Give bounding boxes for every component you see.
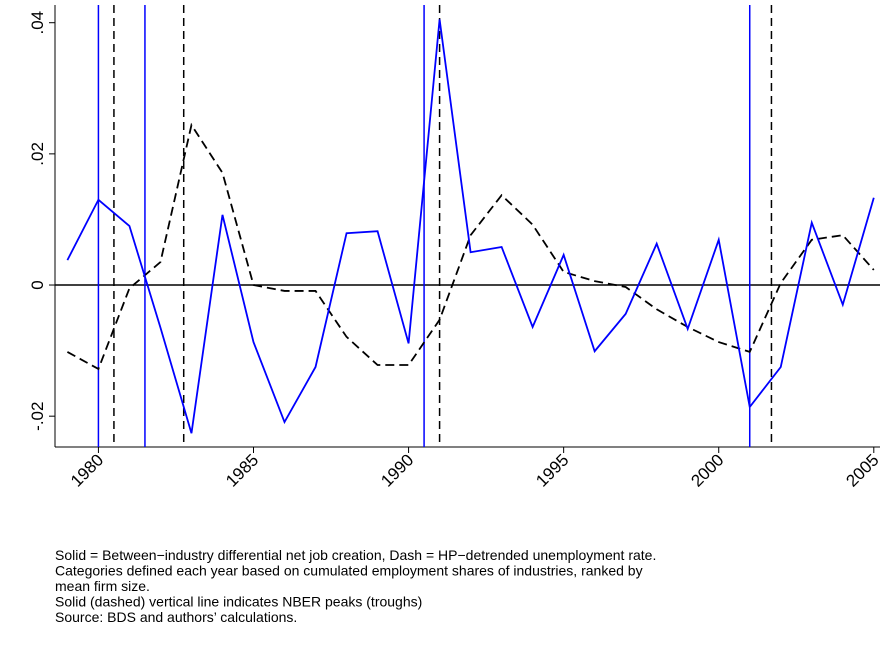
x-tick-label: 1985 <box>222 450 262 490</box>
note: Solid (dashed) vertical line indicates N… <box>55 594 422 610</box>
x-tick-label: 2000 <box>687 450 727 490</box>
series-line <box>66 19 875 434</box>
x-tick-label: 1995 <box>532 450 572 490</box>
y-tick-label: -.02 <box>28 402 47 431</box>
y-tick-label: .02 <box>28 142 47 166</box>
x-tick-label: 2005 <box>842 450 881 490</box>
y-tick-label: .04 <box>28 11 47 35</box>
x-tick-label: 1980 <box>67 450 107 490</box>
note: Categories defined each year based on cu… <box>55 563 643 579</box>
y-tick-label: 0 <box>28 280 47 289</box>
x-tick-label: 1990 <box>377 450 417 490</box>
note: Source: BDS and authors’ calculations. <box>55 609 297 625</box>
note: mean firm size. <box>55 578 150 594</box>
note: Solid = Between−industry differential ne… <box>55 547 656 563</box>
